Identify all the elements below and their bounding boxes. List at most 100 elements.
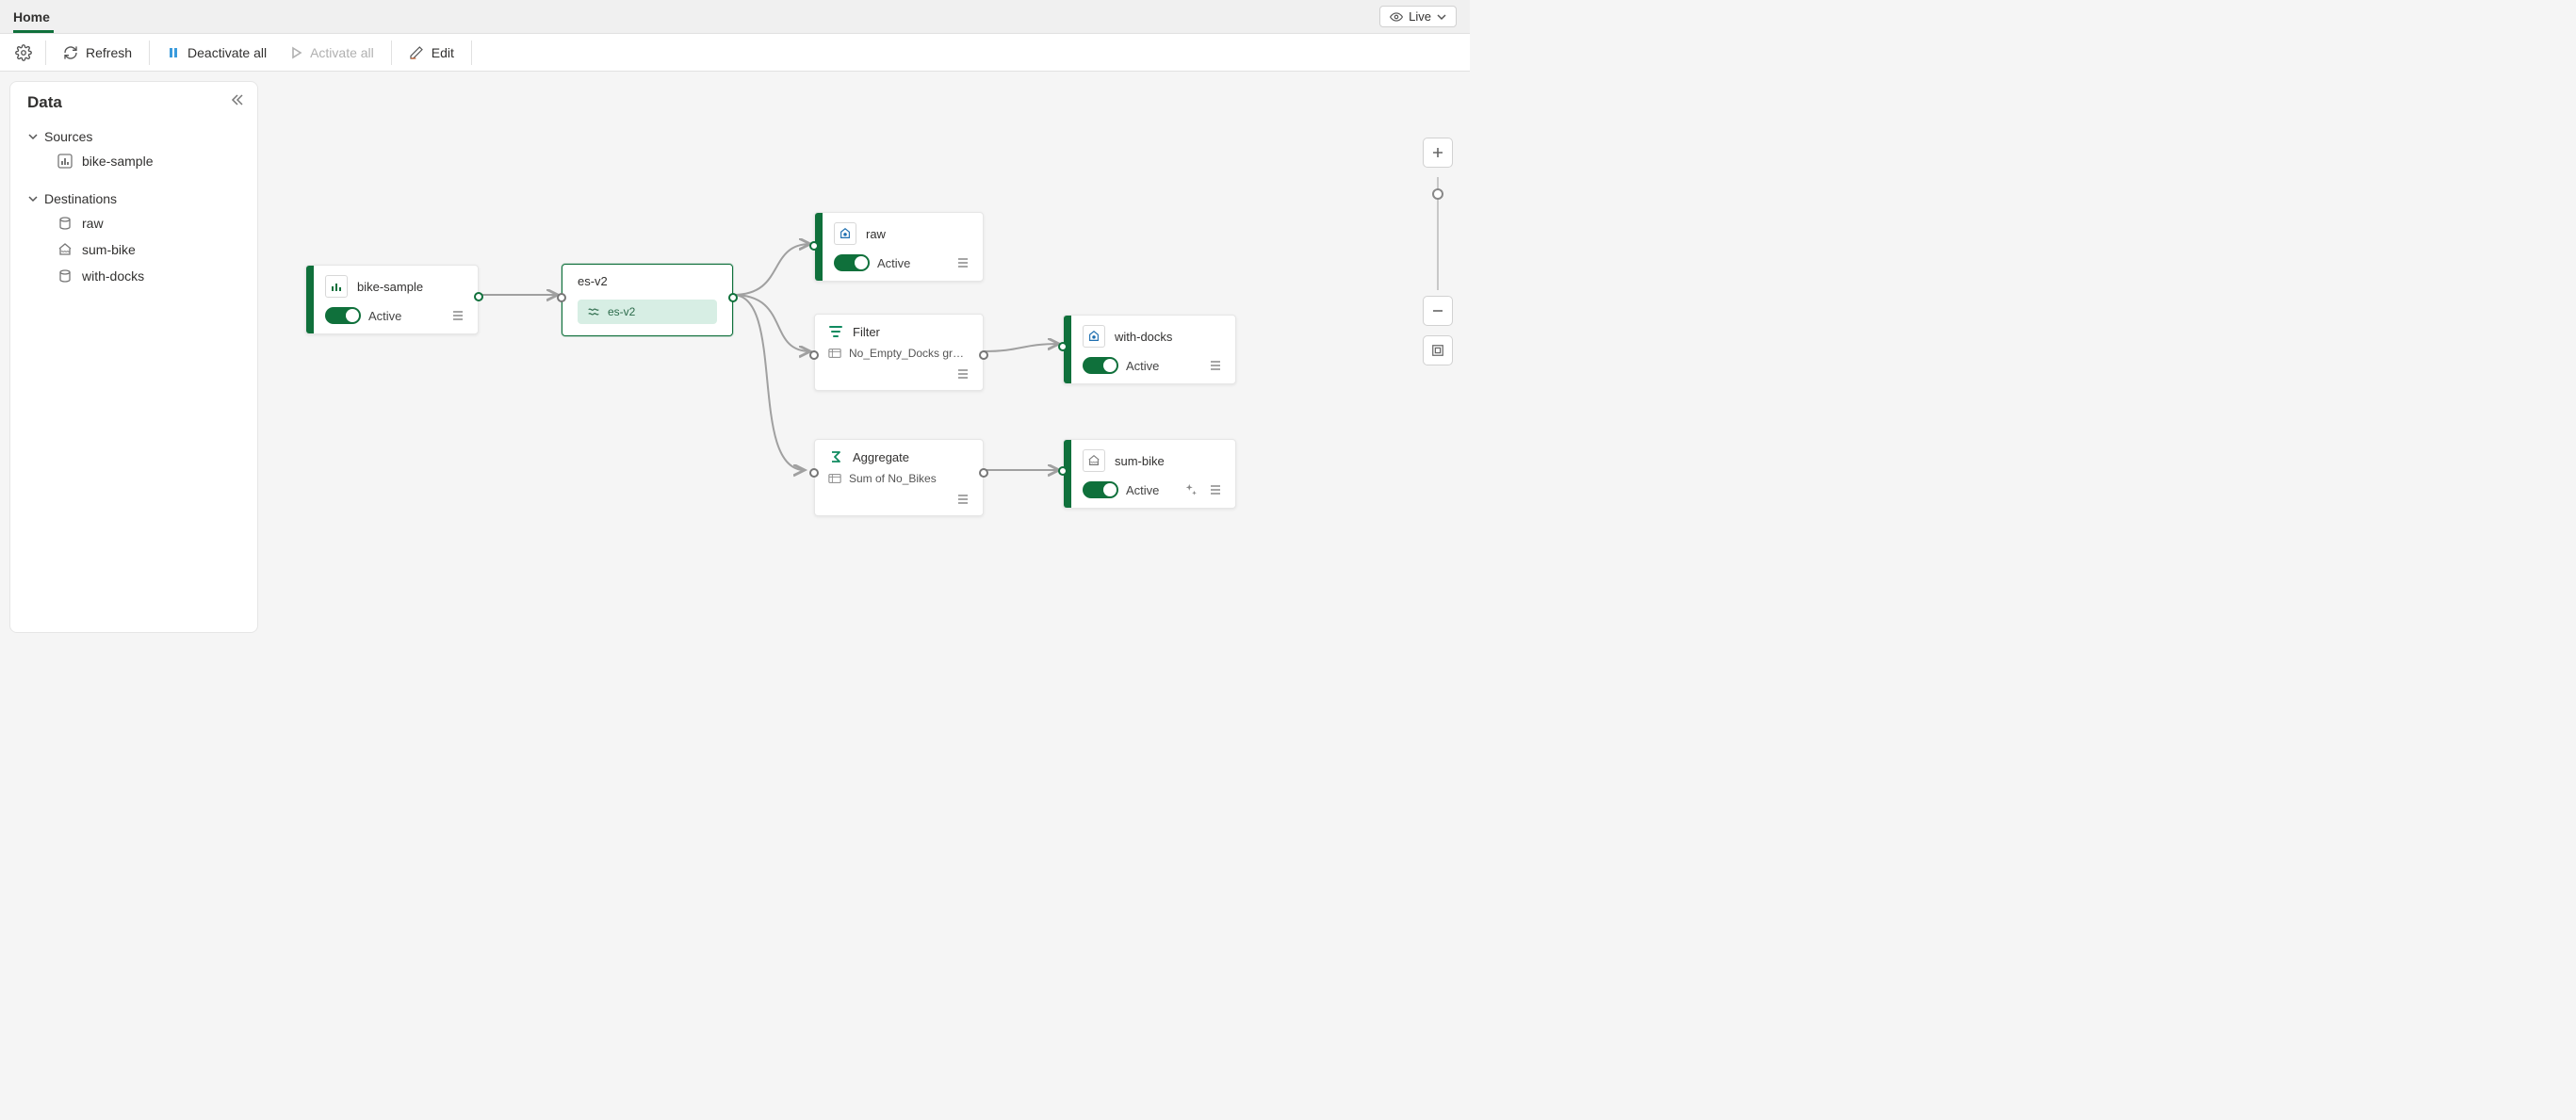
port-in[interactable] — [809, 350, 819, 360]
tree-group-sources: Sources bike-sample — [10, 125, 257, 174]
activate-all-label: Activate all — [310, 45, 374, 60]
deactivate-all-button[interactable]: Deactivate all — [157, 41, 276, 64]
node-aggregate[interactable]: Aggregate Sum of No_Bikes — [814, 439, 984, 516]
tree-header-destinations[interactable]: Destinations — [10, 187, 257, 210]
chevron-double-left-icon — [231, 93, 244, 106]
filter-icon — [828, 324, 843, 339]
refresh-label: Refresh — [86, 45, 132, 60]
context-menu-button[interactable] — [954, 254, 971, 271]
port-out[interactable] — [979, 468, 988, 478]
side-panel: Data Sources bike-sample Destinations ra… — [9, 81, 258, 633]
eye-icon — [1390, 10, 1403, 24]
tree-item-label: raw — [82, 216, 104, 231]
port-in[interactable] — [809, 241, 819, 251]
database-icon — [57, 216, 73, 231]
refresh-icon — [63, 45, 78, 60]
tree-header-label: Sources — [44, 129, 92, 144]
stream-icon — [587, 305, 600, 318]
toolbar-separator — [149, 41, 150, 65]
toggle-active[interactable] — [1083, 481, 1118, 498]
node-title: sum-bike — [1115, 454, 1165, 468]
filter-rule-label: No_Empty_Docks greater t… — [849, 347, 968, 360]
port-out[interactable] — [474, 292, 483, 301]
tree-item-with-docks[interactable]: with-docks — [10, 263, 257, 289]
port-in[interactable] — [1058, 342, 1068, 351]
tree-item-raw[interactable]: raw — [10, 210, 257, 236]
chip-label: es-v2 — [608, 305, 635, 318]
toolbar-separator — [391, 41, 392, 65]
status-label: Active — [1126, 483, 1159, 497]
port-in[interactable] — [1058, 466, 1068, 476]
toggle-active[interactable] — [1083, 357, 1118, 374]
status-label: Active — [1126, 359, 1159, 373]
port-out[interactable] — [728, 293, 738, 302]
node-es-v2[interactable]: es-v2 es-v2 — [562, 264, 733, 336]
port-in[interactable] — [557, 293, 566, 302]
live-button-label: Live — [1409, 9, 1431, 24]
chart-icon — [57, 154, 73, 169]
settings-button[interactable] — [9, 41, 38, 65]
eventhouse-icon — [1083, 325, 1105, 348]
node-chip-es-v2[interactable]: es-v2 — [578, 300, 717, 324]
top-bar: Home Live — [0, 0, 1470, 34]
zoom-in-button[interactable] — [1423, 138, 1453, 168]
port-in[interactable] — [809, 468, 819, 478]
collapse-panel-button[interactable] — [231, 93, 244, 106]
refresh-button[interactable]: Refresh — [54, 41, 141, 64]
fit-to-screen-button[interactable] — [1423, 335, 1453, 365]
edit-button[interactable]: Edit — [399, 41, 464, 64]
node-filter[interactable]: Filter No_Empty_Docks greater t… — [814, 314, 984, 391]
tree-item-bike-sample[interactable]: bike-sample — [10, 148, 257, 174]
play-icon — [289, 46, 302, 59]
node-raw[interactable]: raw Active — [814, 212, 984, 282]
live-button[interactable]: Live — [1379, 6, 1457, 27]
toolbar-separator — [471, 41, 472, 65]
zoom-thumb[interactable] — [1432, 188, 1443, 200]
toggle-active[interactable] — [834, 254, 870, 271]
context-menu-button[interactable] — [954, 491, 971, 508]
node-with-docks[interactable]: with-docks Active — [1063, 315, 1236, 384]
toolbar-separator — [45, 41, 46, 65]
sparkle-icon[interactable] — [1182, 481, 1199, 498]
deactivate-all-label: Deactivate all — [187, 45, 267, 60]
gear-icon — [15, 44, 32, 61]
tab-home[interactable]: Home — [13, 9, 54, 33]
node-bike-sample[interactable]: bike-sample Active — [305, 265, 479, 334]
activate-all-button[interactable]: Activate all — [280, 41, 383, 64]
context-menu-button[interactable] — [449, 307, 466, 324]
tree-header-sources[interactable]: Sources — [10, 125, 257, 148]
zoom-slider[interactable] — [1437, 177, 1439, 290]
tree-group-destinations: Destinations raw sum-bike with-docks — [10, 187, 257, 289]
toggle-active[interactable] — [325, 307, 361, 324]
lakehouse-icon — [1083, 449, 1105, 472]
side-panel-title: Data — [27, 93, 257, 112]
zoom-out-button[interactable] — [1423, 296, 1453, 326]
tree-item-label: with-docks — [82, 268, 144, 284]
context-menu-button[interactable] — [954, 365, 971, 382]
field-icon — [828, 348, 841, 359]
node-sum-bike[interactable]: sum-bike Active — [1063, 439, 1236, 509]
sigma-icon — [828, 449, 843, 464]
edit-label: Edit — [432, 45, 454, 60]
pipeline-canvas[interactable]: bike-sample Active es-v2 es-v2 — [258, 72, 1470, 642]
lakehouse-icon — [57, 242, 73, 257]
main-area: Data Sources bike-sample Destinations ra… — [0, 72, 1470, 642]
port-out[interactable] — [979, 350, 988, 360]
zoom-controls — [1423, 138, 1453, 369]
node-title: bike-sample — [357, 280, 423, 294]
tree-item-sum-bike[interactable]: sum-bike — [10, 236, 257, 263]
status-label: Active — [368, 309, 401, 323]
status-label: Active — [877, 256, 910, 270]
node-title: Filter — [853, 325, 880, 339]
context-menu-button[interactable] — [1207, 357, 1224, 374]
context-menu-button[interactable] — [1207, 481, 1224, 498]
tree-header-label: Destinations — [44, 191, 117, 206]
node-title: es-v2 — [578, 274, 608, 288]
chart-icon — [325, 275, 348, 298]
pause-icon — [167, 46, 180, 59]
tree-item-label: bike-sample — [82, 154, 153, 169]
node-title: raw — [866, 227, 886, 241]
chevron-down-icon — [1437, 12, 1446, 22]
top-tabs: Home — [13, 0, 54, 33]
eventhouse-icon — [834, 222, 856, 245]
